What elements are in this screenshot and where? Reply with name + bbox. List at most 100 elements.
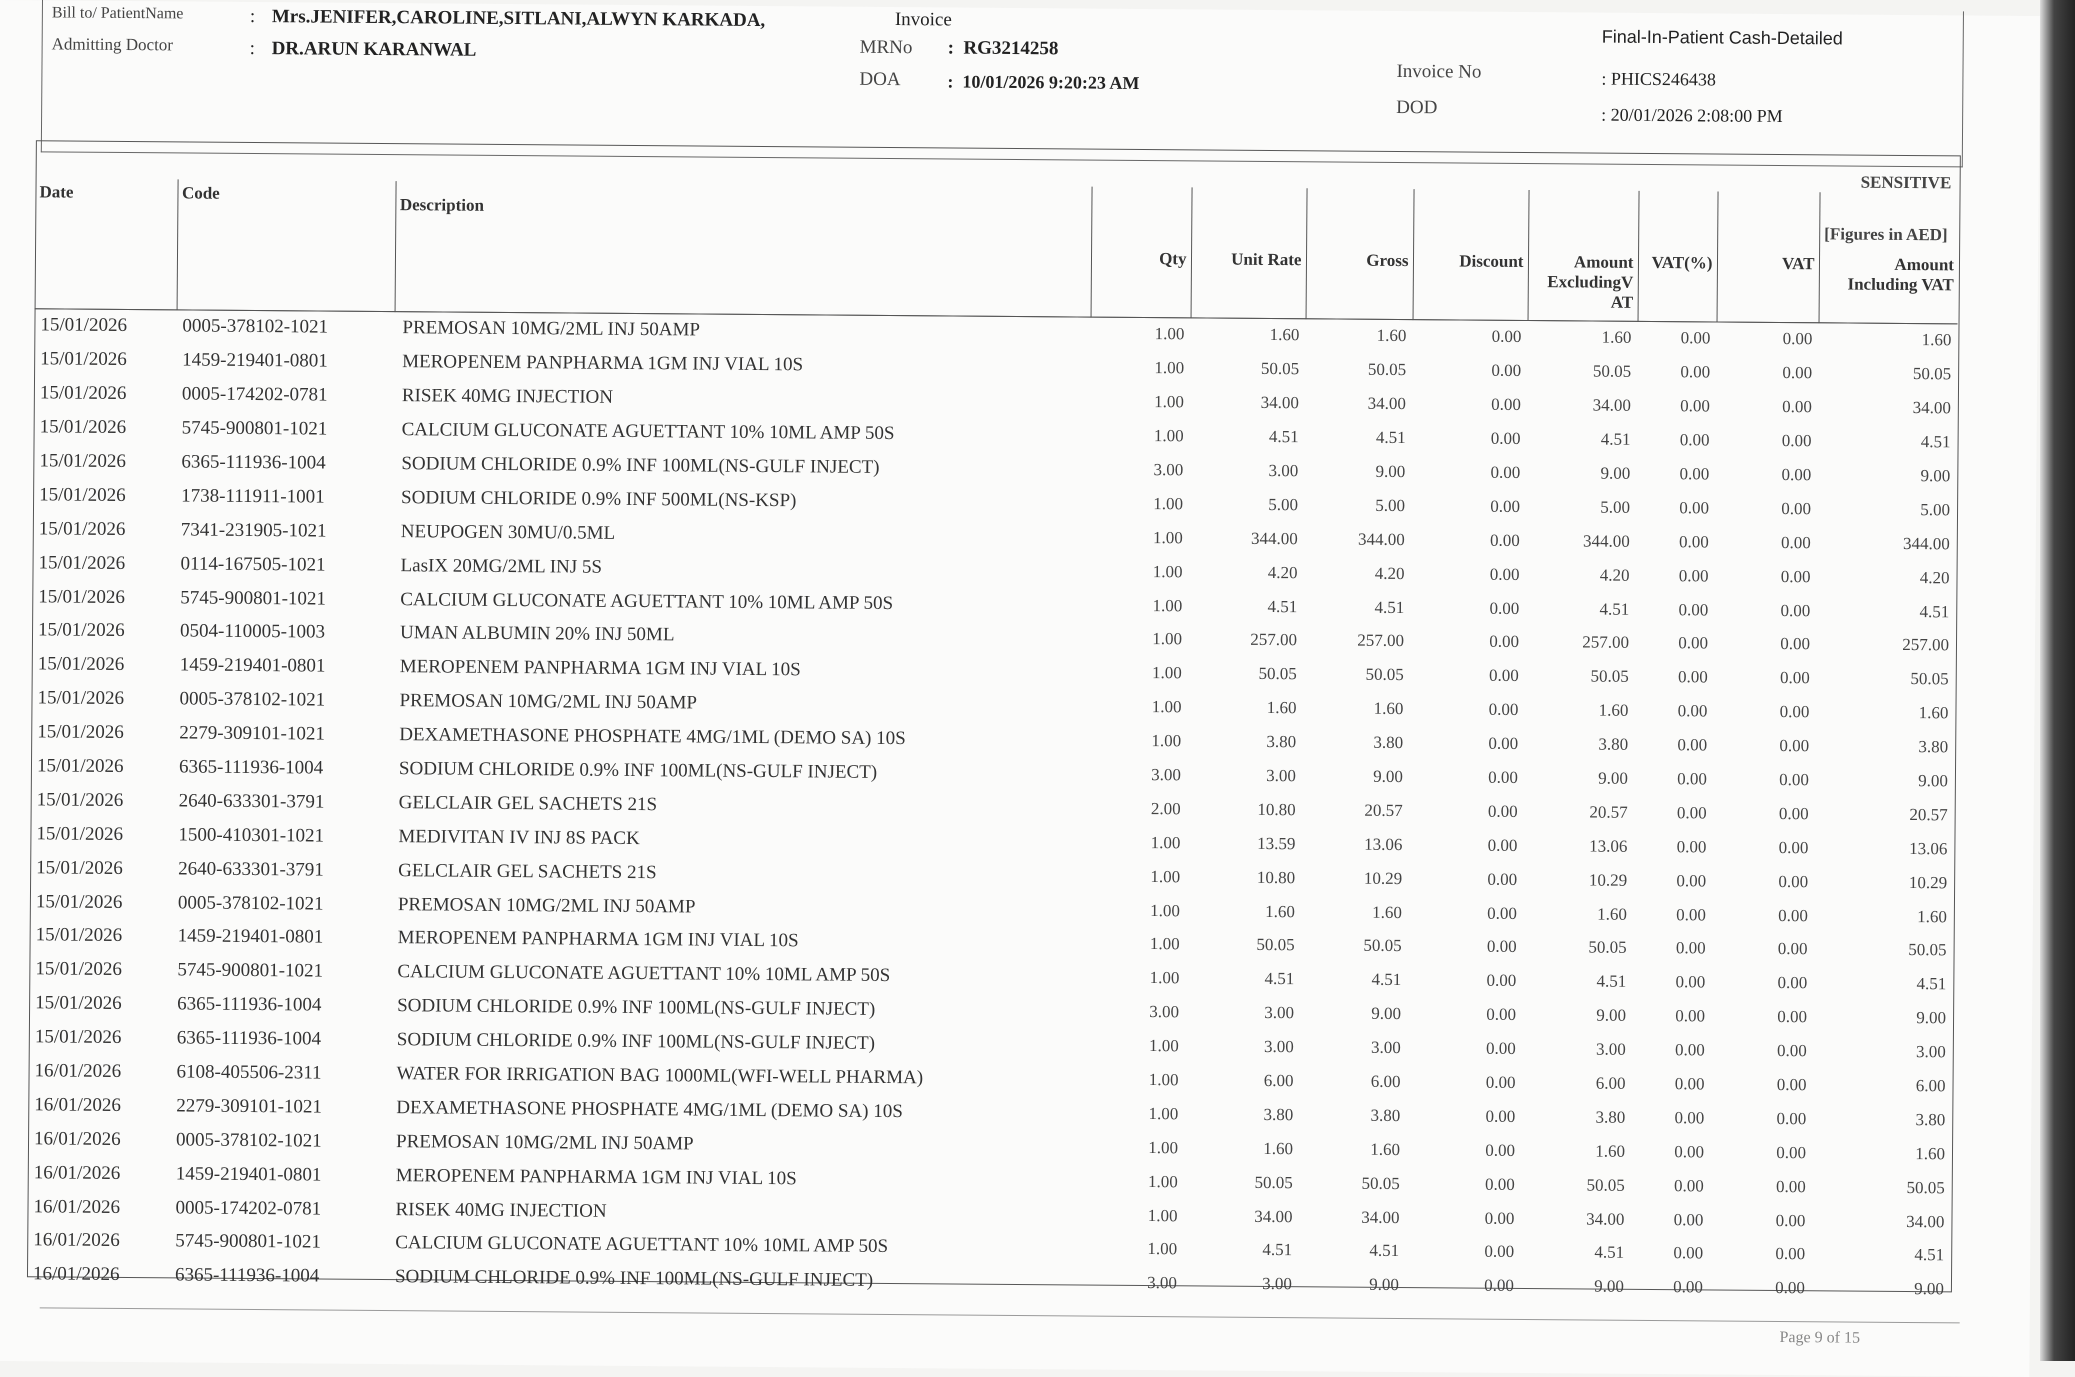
- cell-date: 15/01/2026: [39, 382, 127, 405]
- cell-date: 15/01/2026: [35, 890, 123, 913]
- cell-description: SODIUM CHLORIDE 0.9% INF 500ML(NS-KSP): [401, 487, 797, 512]
- cell-date: 16/01/2026: [33, 1162, 121, 1184]
- cell-amount-incl-vat: 4.51: [1916, 974, 1947, 994]
- cell-unit-rate: 4.51: [1262, 1240, 1293, 1260]
- cell-amount-incl-vat: 9.00: [1920, 466, 1951, 486]
- cell-qty: 1.00: [1151, 731, 1182, 751]
- cell-vat-percent: 0.00: [1679, 464, 1710, 484]
- patient-name: Mrs.JENIFER,CAROLINE,SITLANI,ALWYN KARKA…: [271, 6, 766, 32]
- cell-discount: 0.00: [1491, 394, 1521, 415]
- cell-code: 2640-633301-3791: [178, 790, 325, 813]
- cell-amount-excl-vat: 3.80: [1595, 1107, 1626, 1127]
- cell-amount-incl-vat: 13.06: [1909, 838, 1948, 859]
- cell-vat: 0.00: [1780, 634, 1811, 654]
- cell-amount-incl-vat: 9.00: [1916, 1008, 1947, 1028]
- cell-vat: 0.00: [1777, 973, 1808, 993]
- cell-unit-rate: 3.00: [1268, 460, 1299, 481]
- cell-qty: 1.00: [1148, 1070, 1179, 1090]
- cell-date: 16/01/2026: [33, 1195, 121, 1218]
- cell-gross: 1.60: [1372, 902, 1402, 922]
- footer-divider: [39, 1307, 1960, 1324]
- cell-description: PREMOSAN 10MG/2ML INJ 50AMP: [395, 1130, 694, 1155]
- cell-unit-rate: 3.00: [1263, 1037, 1294, 1057]
- cell-code: 6365-111936-1004: [178, 756, 324, 779]
- cell-gross: 9.00: [1369, 1275, 1400, 1295]
- cell-unit-rate: 1.60: [1266, 698, 1297, 718]
- cell-vat-percent: 0.00: [1680, 362, 1711, 382]
- cell-discount: 0.00: [1490, 462, 1521, 482]
- cell-code: 1500-410301-1021: [178, 824, 325, 847]
- cell-qty: 1.00: [1152, 527, 1183, 548]
- cell-code: 6365-111936-1004: [181, 451, 326, 474]
- cell-unit-rate: 50.05: [1258, 664, 1297, 684]
- cell-code: 5745-900801-1021: [175, 1230, 321, 1254]
- cell-gross: 50.05: [1363, 936, 1402, 956]
- cell-vat: 0.00: [1779, 736, 1810, 756]
- cell-vat: 0.00: [1777, 939, 1808, 959]
- cell-unit-rate: 13.59: [1257, 833, 1296, 853]
- cell-qty: 1.00: [1148, 1036, 1179, 1056]
- cell-amount-excl-vat: 13.06: [1589, 836, 1628, 856]
- cell-unit-rate: 10.80: [1257, 799, 1296, 820]
- cell-gross: 1.60: [1373, 699, 1404, 719]
- cell-qty: 1.00: [1150, 832, 1181, 853]
- cell-date: 15/01/2026: [39, 416, 127, 439]
- cell-qty: 1.00: [1154, 324, 1185, 344]
- cell-discount: 0.00: [1484, 1174, 1515, 1194]
- cell-description: SODIUM CHLORIDE 0.9% INF 100ML(NS-GULF I…: [396, 1029, 876, 1055]
- cell-unit-rate: 3.80: [1263, 1104, 1294, 1125]
- column-header-amount-excl-vat: Amount ExcludingV AT: [1527, 190, 1639, 321]
- cell-vat-percent: 0.00: [1676, 870, 1707, 891]
- cell-amount-incl-vat: 4.51: [1920, 432, 1951, 452]
- cell-date: 15/01/2026: [39, 484, 126, 506]
- cell-discount: 0.00: [1485, 1072, 1516, 1092]
- cell-description: MEROPENEM PANPHARMA 1GM INJ VIAL 10S: [395, 1164, 797, 1189]
- cell-discount: 0.00: [1491, 327, 1522, 347]
- cell-gross: 4.51: [1375, 427, 1406, 448]
- cell-unit-rate: 10.80: [1256, 867, 1296, 887]
- cell-date: 16/01/2026: [32, 1263, 120, 1286]
- invoice-title: Invoice: [894, 9, 952, 31]
- cell-amount-excl-vat: 1.60: [1595, 1141, 1626, 1161]
- cell-gross: 4.51: [1374, 597, 1405, 617]
- cell-discount: 0.00: [1487, 801, 1518, 821]
- cell-date: 15/01/2026: [35, 992, 122, 1015]
- cell-amount-excl-vat: 5.00: [1600, 497, 1631, 517]
- cell-vat-percent: 0.00: [1674, 1074, 1705, 1094]
- cell-qty: 2.00: [1150, 798, 1181, 819]
- cell-vat: 0.00: [1779, 770, 1810, 790]
- cell-qty: 1.00: [1152, 561, 1183, 581]
- cell-gross: 50.05: [1367, 360, 1407, 380]
- cell-qty: 1.00: [1151, 663, 1182, 683]
- cell-vat-percent: 0.00: [1678, 565, 1709, 586]
- cell-vat-percent: 0.00: [1673, 1209, 1704, 1230]
- cell-discount: 0.00: [1488, 666, 1519, 686]
- cell-date: 16/01/2026: [34, 1094, 121, 1116]
- cell-code: 5745-900801-1021: [180, 586, 327, 610]
- cell-code: 6108-405506-2311: [176, 1061, 322, 1084]
- doa-label: DOA: [859, 68, 901, 91]
- cell-amount-incl-vat: 1.60: [1921, 330, 1952, 350]
- cell-code: 5745-900801-1021: [177, 959, 324, 982]
- column-header-date: Date: [34, 178, 178, 310]
- cell-amount-incl-vat: 3.80: [1915, 1110, 1946, 1130]
- cell-date: 15/01/2026: [40, 314, 128, 337]
- cell-gross: 4.20: [1374, 563, 1405, 583]
- invoice-type: Final-In-Patient Cash-Detailed: [1601, 26, 1843, 49]
- cell-amount-incl-vat: 1.60: [1918, 703, 1949, 723]
- cell-description: SODIUM CHLORIDE 0.9% INF 100ML(NS-GULF I…: [401, 453, 880, 478]
- cell-gross: 9.00: [1375, 461, 1406, 482]
- cell-amount-excl-vat: 3.80: [1598, 734, 1629, 754]
- cell-unit-rate: 3.00: [1266, 765, 1297, 786]
- column-header-code: Code: [176, 179, 396, 312]
- cell-code: 2279-309101-1021: [179, 722, 325, 745]
- cell-vat: 0.00: [1782, 363, 1813, 383]
- cell-code: 2279-309101-1021: [176, 1095, 323, 1118]
- cell-code: 0005-174202-0781: [181, 383, 328, 406]
- invoice-no-label: Invoice No: [1396, 60, 1482, 83]
- cell-vat-percent: 0.00: [1674, 1040, 1705, 1060]
- cell-code: 0504-110005-1003: [179, 620, 326, 644]
- cell-discount: 0.00: [1485, 1038, 1516, 1059]
- cell-discount: 0.00: [1486, 1004, 1517, 1025]
- cell-description: PREMOSAN 10MG/2ML INJ 50AMP: [402, 317, 701, 341]
